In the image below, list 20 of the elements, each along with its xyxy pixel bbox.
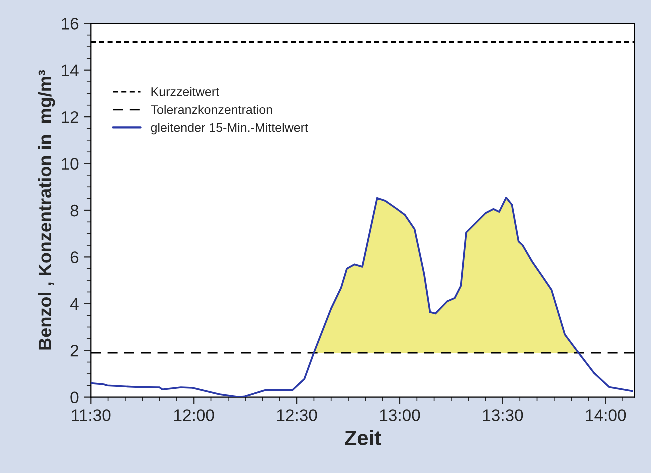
y-tick-label: 10 bbox=[62, 158, 79, 170]
legend-label: Toleranzkonzentration bbox=[151, 105, 272, 114]
x-tick-label: 13:30 bbox=[483, 410, 524, 422]
y-tick-label: 4 bbox=[70, 298, 79, 310]
x-tick-label: 12:30 bbox=[277, 410, 318, 422]
y-axis-title: Benzol , Konzentration in mg/m³ bbox=[38, 70, 56, 350]
x-axis-title: Zeit bbox=[345, 430, 382, 446]
x-tick-label: 13:00 bbox=[380, 410, 420, 422]
x-tick-label: 14:00 bbox=[586, 410, 626, 422]
x-tick-label: 11:30 bbox=[72, 410, 111, 422]
y-tick-label: 8 bbox=[70, 204, 79, 217]
legend-label: gleitender 15-Min.-Mittelwert bbox=[151, 123, 308, 135]
y-tick-label: 0 bbox=[70, 392, 79, 404]
y-tick-label: 16 bbox=[62, 18, 79, 30]
legend-label: Kurzzeitwert bbox=[152, 87, 220, 96]
y-tick-label: 2 bbox=[70, 345, 78, 357]
y-tick-label: 12 bbox=[62, 111, 78, 124]
y-tick-label: 14 bbox=[62, 64, 79, 76]
y-tick-label: 6 bbox=[70, 252, 79, 264]
x-tick-label: 12:00 bbox=[174, 410, 214, 422]
